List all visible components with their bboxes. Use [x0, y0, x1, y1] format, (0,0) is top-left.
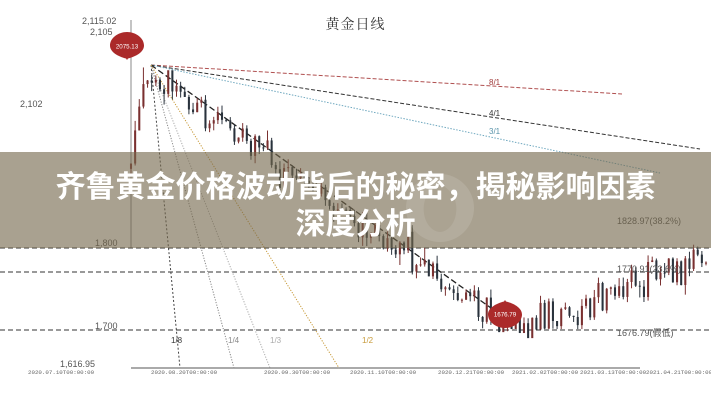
svg-text:2075.13: 2075.13	[116, 44, 139, 51]
svg-text:1676.79: 1676.79	[494, 312, 517, 319]
